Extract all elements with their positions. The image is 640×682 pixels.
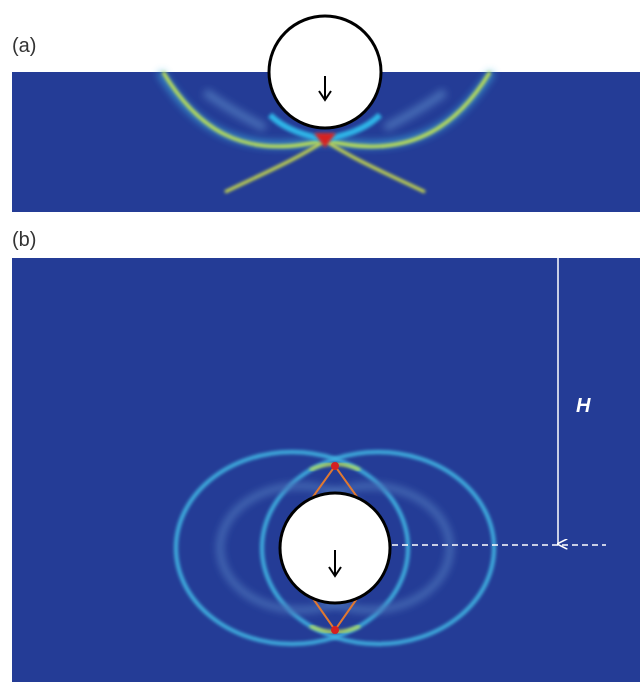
panel-label: (b)	[12, 229, 36, 251]
sphere	[280, 493, 390, 603]
page: (a) (b) H (() => { const data = JSON.par…	[0, 0, 640, 682]
panel-label: (a)	[12, 35, 36, 57]
sphere	[269, 16, 381, 128]
figure: (a) (b) H	[0, 0, 640, 682]
dimension-label: H	[576, 395, 591, 417]
